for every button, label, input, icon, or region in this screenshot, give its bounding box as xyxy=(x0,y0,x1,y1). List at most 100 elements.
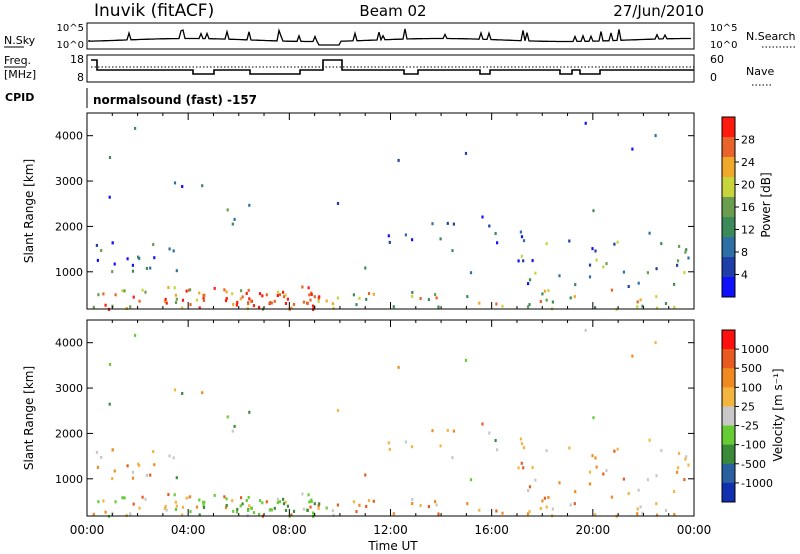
range-gate-cell xyxy=(311,511,315,515)
range-gate-cell xyxy=(165,508,168,512)
range-gate-cell xyxy=(292,302,296,306)
range-gate-cell xyxy=(126,257,129,261)
colorbar-swatch xyxy=(722,406,735,427)
range-gate-cell xyxy=(469,478,473,482)
range-gate-cell xyxy=(164,297,167,301)
range-gate-cell xyxy=(613,449,616,453)
range-gate-cell xyxy=(495,509,498,513)
range-gate-cell xyxy=(250,299,253,303)
range-gate-cell xyxy=(616,447,619,451)
range-gate-cell xyxy=(637,281,640,285)
range-gate-cell xyxy=(605,469,608,473)
range-gate-cell xyxy=(108,156,112,159)
range-gate-cell xyxy=(306,508,309,512)
range-gate-cell xyxy=(568,239,571,243)
range-gate-cell xyxy=(202,506,206,509)
range-gate-cell xyxy=(365,504,368,508)
range-gate-cell xyxy=(203,500,206,504)
range-gate-cell xyxy=(317,300,320,304)
range-gate-cell xyxy=(673,512,676,516)
range-gate-cell xyxy=(676,470,679,474)
range-gate-cell xyxy=(301,285,304,289)
range-gate-cell xyxy=(437,305,440,309)
range-gate-cell xyxy=(138,506,141,510)
range-gate-cell xyxy=(282,502,286,506)
range-gate-cell xyxy=(97,500,100,504)
range-gate-cell xyxy=(594,513,597,517)
colorbar-swatch xyxy=(722,277,735,298)
range-gate-cell xyxy=(261,501,264,505)
range-gate-cell xyxy=(224,299,228,303)
range-gate-cell xyxy=(678,451,681,455)
range-gate-cell xyxy=(111,448,114,452)
range-gate-cell xyxy=(627,492,630,495)
colorbar-swatch xyxy=(722,217,735,238)
range-gate-cell xyxy=(248,410,251,414)
range-gate-cell xyxy=(664,302,668,305)
range-gate-cell xyxy=(519,437,522,441)
range-gate-cell xyxy=(284,293,287,297)
range-gate-cell xyxy=(364,266,367,270)
range-gate-cell xyxy=(678,244,681,248)
range-gate-cell xyxy=(427,298,430,302)
range-gate-cell xyxy=(195,298,199,302)
range-gate-cell xyxy=(673,282,676,286)
range-gate-cell xyxy=(358,503,361,507)
range-gate-cell xyxy=(129,305,132,309)
range-gate-cell xyxy=(520,235,524,239)
colorbar-tick-label: 24 xyxy=(741,156,755,169)
range-gate-cell xyxy=(213,493,216,497)
range-gate-cell xyxy=(241,502,244,506)
range-gate-cell xyxy=(232,302,235,306)
range-gate-cell xyxy=(302,300,305,304)
range-gate-cell xyxy=(527,489,530,493)
noise-sky-line xyxy=(88,28,691,46)
range-gate-cell xyxy=(545,505,548,509)
colorbar-swatch xyxy=(722,237,735,258)
range-gate-cell xyxy=(437,512,440,516)
range-gate-cell xyxy=(113,262,116,266)
range-gate-cell xyxy=(332,306,335,310)
range-gate-cell xyxy=(574,283,577,287)
range-gate-cell xyxy=(517,259,520,263)
range-gate-cell xyxy=(201,391,204,395)
range-gate-cell xyxy=(591,454,594,458)
range-gate-cell xyxy=(247,509,250,513)
range-gate-cell xyxy=(325,299,328,303)
colorbar-tick-label: 8 xyxy=(741,246,748,259)
range-gate-cell xyxy=(464,358,468,362)
range-gate-cell xyxy=(388,240,391,244)
range-gate-cell xyxy=(466,295,469,299)
range-gate-cell xyxy=(286,504,289,508)
range-gate-cell xyxy=(673,489,676,493)
range-gate-cell xyxy=(269,301,272,304)
range-gate-cell xyxy=(310,500,313,503)
range-gate-cell xyxy=(164,504,167,508)
range-gate-cell xyxy=(284,509,288,512)
station-title: Inuvik (fitACF) xyxy=(94,1,214,21)
range-gate-cell xyxy=(175,297,178,301)
range-gate-cell xyxy=(613,242,616,246)
range-gate-cell xyxy=(181,392,184,395)
range-gate-cell xyxy=(522,446,526,450)
range-gate-cell xyxy=(539,507,542,510)
range-gate-cell xyxy=(102,499,105,503)
range-gate-cell xyxy=(574,490,577,494)
power-panel-frame xyxy=(86,112,695,310)
range-gate-cell xyxy=(331,302,334,306)
range-gate-cell xyxy=(664,509,668,512)
range-gate-cell xyxy=(404,440,407,444)
range-gate-cell xyxy=(584,121,587,125)
range-gate-cell xyxy=(311,304,315,308)
range-gate-cell xyxy=(121,496,124,500)
range-gate-cell xyxy=(111,241,114,245)
range-gate-cell xyxy=(641,304,644,308)
range-gate-cell xyxy=(367,499,371,502)
range-gate-cell xyxy=(309,505,312,509)
range-gate-cell xyxy=(439,237,442,241)
range-gate-cell xyxy=(239,504,242,508)
range-gate-cell xyxy=(452,429,455,433)
range-gate-cell xyxy=(307,286,310,290)
range-gate-cell xyxy=(175,504,178,508)
x-tick-label: 04:00 xyxy=(171,523,206,537)
